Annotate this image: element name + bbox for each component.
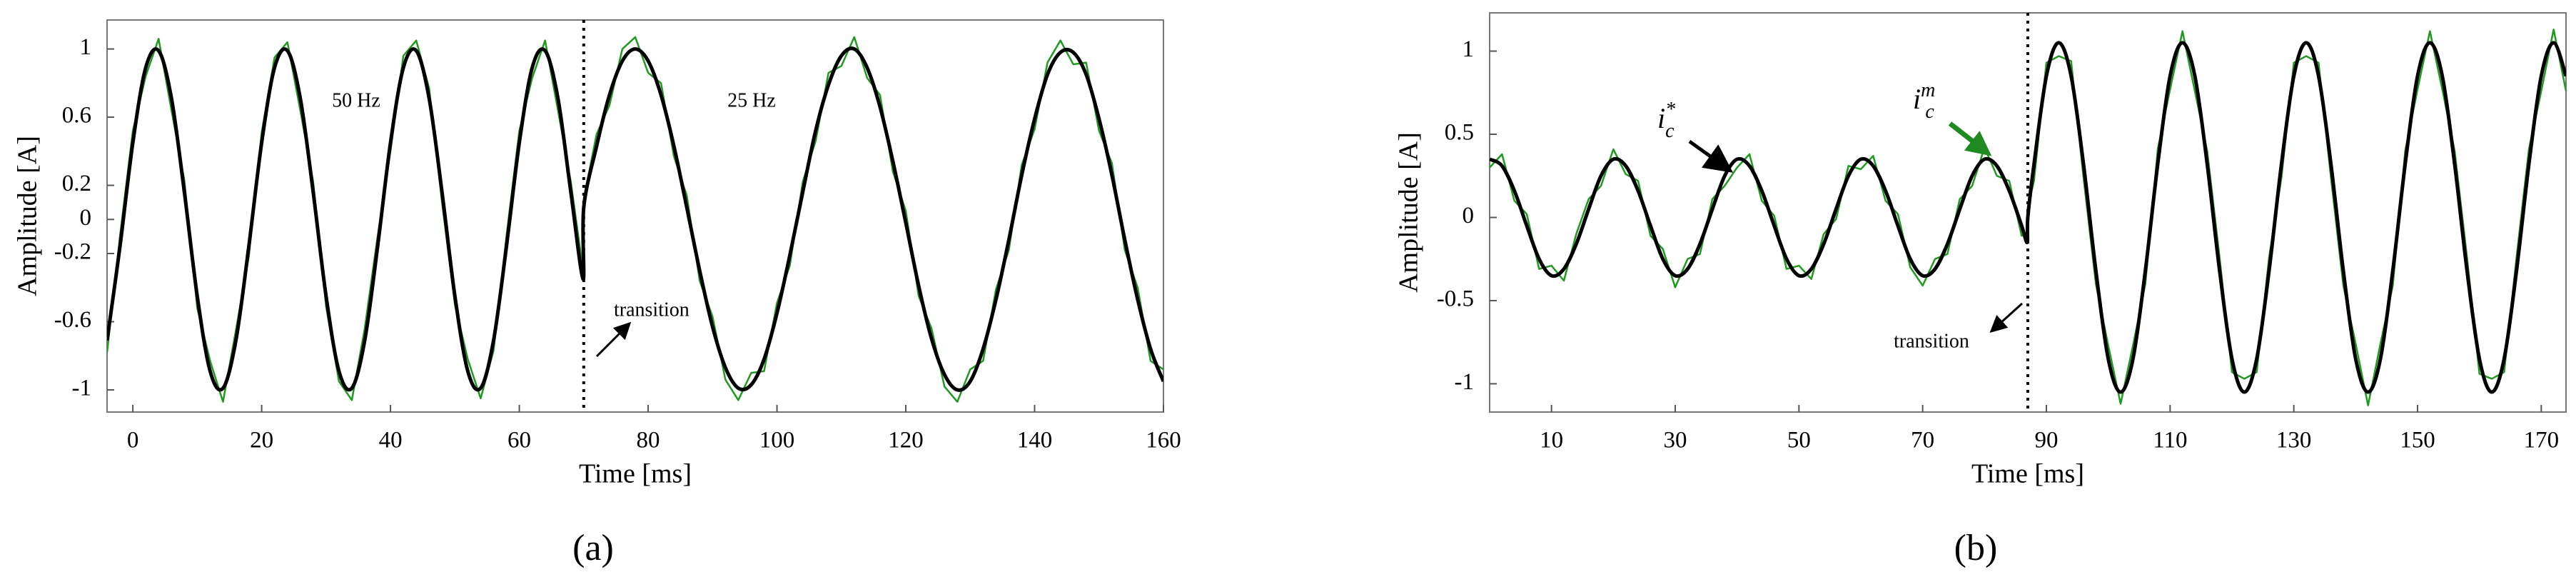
- series-line: [107, 46, 1163, 392]
- x-tick-label: 20: [250, 428, 273, 453]
- y-axis-label: Amplitude [A]: [1394, 132, 1424, 293]
- y-axis-label: Amplitude [A]: [13, 136, 43, 296]
- series-label: i* c: [1657, 99, 1675, 142]
- series-line: [1490, 41, 2566, 394]
- y-tick-label: -1: [1455, 369, 1475, 395]
- x-tick-label: 120: [888, 428, 924, 453]
- y-tick-label: 1: [80, 34, 92, 60]
- x-tick-label: 50: [1787, 428, 1811, 453]
- x-tick-label: 70: [1911, 428, 1934, 453]
- x-tick-label: 80: [637, 428, 660, 453]
- x-axis-label: Time [ms]: [1971, 459, 2084, 489]
- x-tick-label: 150: [2400, 428, 2435, 453]
- series-label-sub: c: [1665, 120, 1675, 142]
- plot-frame: [106, 19, 1164, 413]
- y-tick-label: 1: [1463, 36, 1475, 62]
- x-tick-label: 90: [2035, 428, 2059, 453]
- y-tick-label: 0: [1463, 203, 1475, 229]
- x-tick-label: 60: [507, 428, 531, 453]
- series-label-base: i: [1657, 102, 1665, 134]
- x-axis-label: Time [ms]: [579, 459, 692, 489]
- annotation: transition: [614, 298, 690, 321]
- annotation: 50 Hz: [332, 89, 380, 111]
- annotation-arrow: [1989, 302, 2024, 333]
- x-tick-label: 10: [1540, 428, 1563, 453]
- annotation-arrow: [595, 321, 632, 358]
- x-tick-label: 40: [379, 428, 403, 453]
- series-label-base: i: [1913, 83, 1921, 115]
- x-tick-label: 130: [2276, 428, 2312, 453]
- x-tick-label: 100: [759, 428, 795, 453]
- x-tick-label: 110: [2153, 428, 2187, 453]
- y-tick-label: -0.2: [54, 239, 91, 265]
- y-tick-label: -0.6: [54, 307, 91, 333]
- x-tick-label: 140: [1017, 428, 1053, 453]
- caption: (b): [1954, 528, 1998, 568]
- annotation: transition: [1894, 330, 1969, 352]
- x-tick-label: 160: [1146, 428, 1181, 453]
- subplot: -1 -0.6 -0.2 0 0.2 0.6 1 0 20 40 60 80 100 120 140 160 T…: [13, 19, 1181, 568]
- y-tick-label: 0: [80, 205, 92, 231]
- annotation: 25 Hz: [727, 89, 776, 111]
- y-tick-label: 0.2: [62, 171, 91, 196]
- y-tick-label: 0.6: [62, 103, 91, 129]
- series-label-sup: m: [1921, 79, 1935, 101]
- caption: (a): [572, 528, 614, 568]
- x-tick-label: 170: [2524, 428, 2560, 453]
- series-label-sub: c: [1925, 101, 1934, 123]
- x-tick-label: 30: [1664, 428, 1687, 453]
- series-label-sup: *: [1665, 99, 1675, 121]
- series-label-arrow: [1948, 121, 1992, 156]
- y-tick-label: -1: [72, 376, 92, 401]
- y-tick-label: 0.5: [1445, 120, 1474, 146]
- series-label: im c: [1913, 79, 1935, 123]
- series-label-arrow: [1688, 139, 1734, 173]
- y-tick-label: -0.5: [1437, 286, 1474, 312]
- series-line: [107, 36, 1163, 403]
- x-tick-label: 0: [127, 428, 139, 453]
